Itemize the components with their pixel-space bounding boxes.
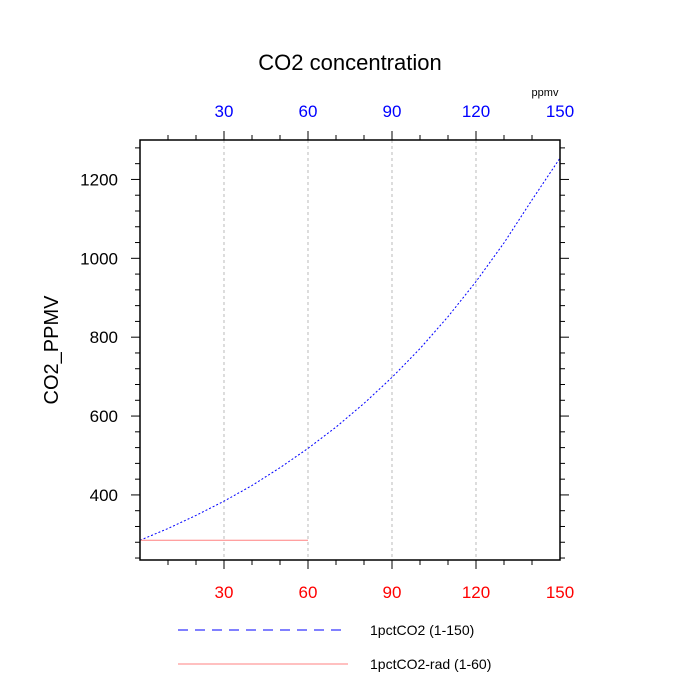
top-tick-label-90: 90 bbox=[383, 102, 402, 121]
bottom-tick-label-90: 90 bbox=[383, 583, 402, 602]
legend-label-2: 1pctCO2-rad (1-60) bbox=[370, 656, 491, 672]
y-tick-label-1200: 1200 bbox=[80, 170, 118, 189]
top-axis-unit: ppmv bbox=[532, 87, 559, 99]
series-layer bbox=[139, 157, 561, 541]
top-tick-label-120: 120 bbox=[462, 102, 490, 121]
bottom-tick-label-120: 120 bbox=[462, 583, 490, 602]
top-tick-label-30: 30 bbox=[215, 102, 234, 121]
series-line-1 bbox=[139, 157, 561, 541]
legend-label-1: 1pctCO2 (1-150) bbox=[370, 622, 474, 638]
plot-frame bbox=[139, 139, 561, 561]
top-tick-label-150: 150 bbox=[546, 102, 574, 121]
y-axis-label: CO2_PPMV bbox=[41, 295, 63, 405]
bottom-tick-label-60: 60 bbox=[299, 583, 318, 602]
y-tick-label-800: 800 bbox=[90, 328, 118, 347]
legend: 1pctCO2 (1-150) 1pctCO2-rad (1-60) bbox=[178, 622, 491, 672]
bottom-tick-label-30: 30 bbox=[215, 583, 234, 602]
y-tick-label-400: 400 bbox=[90, 486, 118, 505]
grid-lines bbox=[223, 140, 477, 560]
top-tick-label-60: 60 bbox=[299, 102, 318, 121]
axis-ticks bbox=[131, 131, 569, 569]
y-tick-label-1000: 1000 bbox=[80, 249, 118, 268]
bottom-tick-label-150: 150 bbox=[546, 583, 574, 602]
y-tick-label-600: 600 bbox=[90, 407, 118, 426]
tick-labels: 30 30 60 60 90 90 120 120 150 150 400 600 800 1000 120… bbox=[80, 102, 574, 602]
chart-title: CO2 concentration bbox=[258, 50, 441, 75]
